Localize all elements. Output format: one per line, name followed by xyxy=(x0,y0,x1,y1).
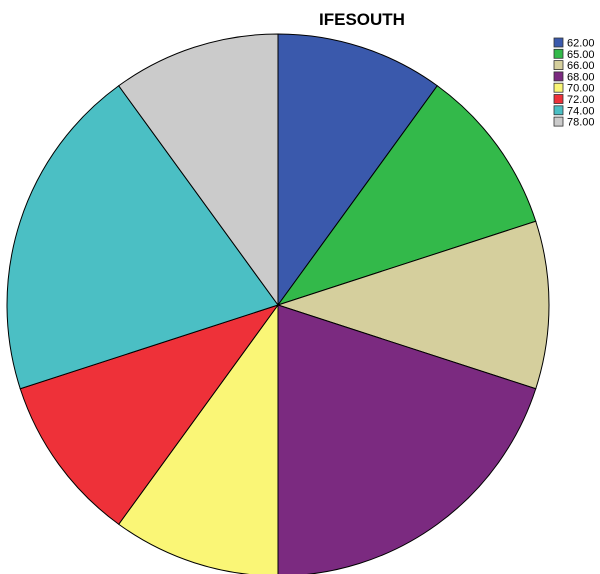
legend-label-62.00: 62.00 xyxy=(567,38,595,50)
legend-label-72.00: 72.00 xyxy=(567,94,595,106)
legend-label-70.00: 70.00 xyxy=(567,83,595,95)
legend-swatch-68.00 xyxy=(553,71,564,82)
legend-swatch-74.00 xyxy=(553,105,564,116)
pie-slice-68.00 xyxy=(277,304,537,574)
pie-slice-66.00 xyxy=(276,220,550,390)
legend-swatch-66.00 xyxy=(553,60,564,70)
legend-label-66.00: 66.00 xyxy=(567,60,595,72)
pie-slice-62.00 xyxy=(277,33,438,307)
pie-slice-74.00 xyxy=(6,85,279,390)
pie-slice-70.00 xyxy=(118,303,279,574)
chart-title: IFESOUTH xyxy=(319,10,405,29)
legend-swatch-78.00 xyxy=(553,116,564,127)
legend-swatch-70.00 xyxy=(553,82,564,93)
pie-slices xyxy=(6,33,550,574)
legend-label-74.00: 74.00 xyxy=(567,105,595,117)
legend-swatch-72.00 xyxy=(553,94,564,104)
legend-label-78.00: 78.00 xyxy=(567,117,595,129)
legend-label-65.00: 65.00 xyxy=(567,49,595,61)
pie-slice-78.00 xyxy=(118,33,279,307)
legend-swatch-62.00 xyxy=(553,37,564,48)
pie-slice-65.00 xyxy=(276,85,537,306)
legend-swatch-65.00 xyxy=(553,48,564,59)
pie-slice-72.00 xyxy=(19,304,280,525)
legend-label-68.00: 68.00 xyxy=(567,71,595,83)
